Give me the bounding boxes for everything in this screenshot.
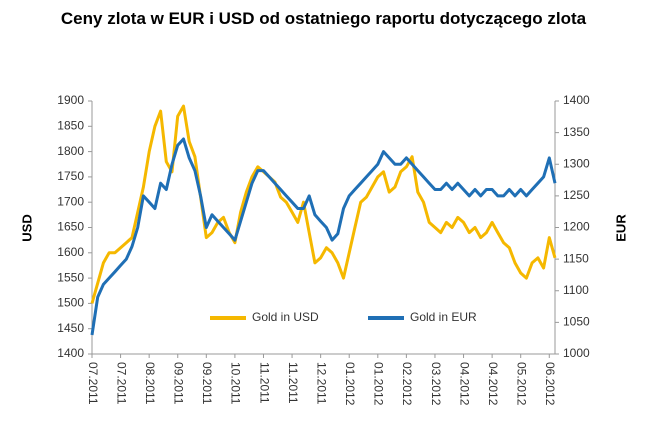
x-tick-label: 01.2012	[372, 362, 386, 406]
y-tick-label: 1500	[57, 296, 84, 310]
x-tick-label: 05.2012	[515, 362, 529, 406]
y2-tick-label: 1300	[563, 156, 590, 170]
chart-title: Ceny zlota w EUR i USD od ostatniego rap…	[60, 9, 587, 28]
x-tick-label: 04.2012	[457, 362, 471, 406]
y-tick-label: 1750	[57, 169, 84, 183]
y-tick-label: 1850	[57, 118, 84, 132]
y-tick-label: 1800	[57, 144, 84, 158]
x-tick-label: 09.2011	[172, 362, 186, 405]
y-tick-label: 1600	[57, 245, 84, 259]
y-tick-label: 1450	[57, 321, 84, 335]
x-tick-label: 04.2012	[486, 362, 500, 406]
x-tick-label: 10.2011	[229, 362, 243, 405]
y2-tick-label: 1050	[563, 315, 590, 329]
y2-tick-label: 1100	[563, 283, 589, 297]
x-tick-label: 09.2011	[200, 362, 214, 405]
y2-axis-title: EUR	[613, 214, 628, 242]
y-tick-label: 1400	[57, 346, 84, 360]
y-tick-label: 1550	[57, 270, 84, 284]
y-tick-label: 1700	[57, 194, 84, 208]
y2-tick-label: 1000	[563, 346, 590, 360]
y-tick-label: 1900	[57, 93, 84, 107]
series-line	[90, 104, 557, 304]
x-tick-label: 11.2011	[286, 362, 300, 404]
x-tick-label: 06.2012	[543, 362, 557, 406]
x-tick-label: 11.2011	[257, 362, 271, 404]
legend-label: Gold in EUR	[410, 310, 477, 324]
x-tick-label: 02.2012	[400, 362, 414, 406]
y2-tick-label: 1150	[563, 251, 589, 265]
y-tick-label: 1650	[57, 220, 84, 234]
y2-tick-label: 1400	[563, 93, 590, 107]
x-tick-label: 03.2012	[429, 362, 443, 406]
x-tick-label: 01.2012	[343, 362, 357, 406]
x-tick-label: 07.2011	[114, 362, 128, 405]
y2-tick-label: 1350	[563, 125, 590, 139]
y-axis-title: USD	[19, 214, 34, 241]
x-tick-label: 12.2011	[314, 362, 328, 405]
y2-tick-label: 1200	[563, 220, 590, 234]
series-line	[90, 137, 557, 336]
legend-label: Gold in USD	[252, 310, 319, 324]
x-tick-label: 07.2011	[86, 362, 100, 405]
y2-tick-label: 1250	[563, 188, 590, 202]
x-tick-label: 08.2011	[143, 362, 157, 405]
